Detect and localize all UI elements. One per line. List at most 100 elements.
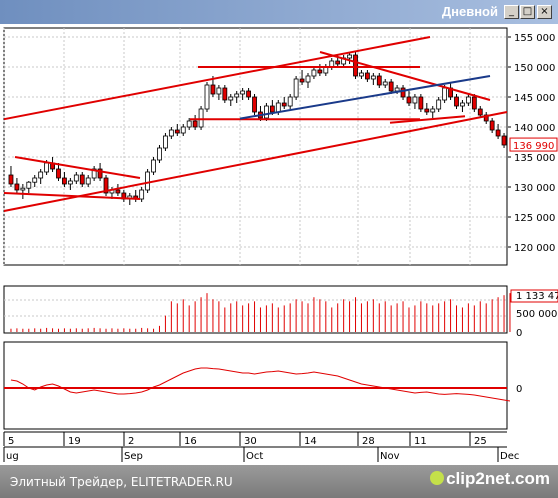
candle-body: [252, 96, 257, 113]
candle-body: [38, 171, 44, 179]
candle-body: [465, 96, 471, 104]
candle-body: [388, 81, 394, 92]
candle-body: [501, 135, 507, 146]
candle-body: [97, 168, 103, 179]
candle-body: [275, 102, 281, 113]
price-pane: [3, 27, 508, 266]
candle-body: [454, 96, 459, 107]
date-tick-label: 5: [8, 436, 14, 447]
candle-body: [246, 90, 251, 98]
candle-body: [489, 120, 495, 131]
candle-body: [145, 171, 151, 191]
maximize-button[interactable]: □: [520, 5, 535, 19]
candle-body: [335, 60, 341, 65]
candle-body: [174, 129, 180, 134]
candle-body: [163, 135, 168, 149]
volume-tick-label: 500 000: [516, 309, 557, 320]
candle-body: [370, 75, 376, 80]
candle-body: [317, 69, 323, 74]
candle-body: [353, 54, 358, 77]
oscillator-pane: [3, 341, 508, 430]
volume-last-box: [510, 289, 558, 303]
candle-body: [32, 177, 38, 183]
price-tick-label: 145 000: [514, 93, 555, 104]
month-label: Oct: [246, 451, 263, 462]
candle-body: [222, 87, 228, 101]
candle-body: [234, 93, 240, 98]
candle-body: [293, 78, 299, 98]
candle-body: [186, 120, 192, 128]
channel-lower-line: [3, 111, 508, 212]
date-tick-label: 19: [68, 436, 81, 447]
price-tick-label: 135 000: [514, 153, 555, 164]
candle-body: [442, 87, 448, 101]
candle-body: [495, 129, 501, 137]
candle-body: [14, 183, 20, 191]
candle-body: [139, 189, 145, 200]
month-label: ug: [6, 451, 19, 462]
candle-body: [376, 75, 382, 86]
price-tick-label: 130 000: [514, 183, 555, 194]
month-label: Nov: [380, 451, 400, 462]
last-price-box: [509, 137, 558, 152]
minimize-button[interactable]: _: [504, 5, 519, 19]
candle-body: [364, 72, 370, 80]
volume-tick-label: 0: [516, 328, 522, 339]
candle-body: [460, 102, 465, 107]
candle-body: [192, 120, 198, 128]
candle-body: [430, 108, 436, 113]
candle-body: [67, 180, 73, 185]
candle-body: [168, 129, 174, 137]
window-title: Дневной: [441, 4, 498, 19]
footer-caption: Элитный Трейдер, ELITETRADER.RU: [10, 475, 233, 489]
candle-body: [62, 177, 67, 185]
candle-body: [424, 108, 430, 113]
candle-body: [483, 114, 489, 122]
candle-body: [198, 108, 204, 128]
candle-body: [210, 84, 216, 95]
date-tick-label: 11: [414, 436, 427, 447]
volume-pane: [3, 285, 508, 334]
date-tick-label: 14: [304, 436, 317, 447]
candle-body: [91, 168, 97, 179]
candle-body: [400, 87, 406, 98]
candle-body: [264, 105, 269, 119]
date-tick-label: 2: [128, 436, 134, 447]
price-tick-label: 155 000: [514, 33, 555, 44]
price-tick-label: 125 000: [514, 213, 555, 224]
triangle-upper-line: [14, 156, 141, 179]
date-tick-label: 16: [184, 436, 197, 447]
candle-body: [471, 96, 477, 110]
last-price-label: 136 990: [513, 141, 554, 152]
close-button[interactable]: ×: [537, 5, 552, 19]
candle-body: [20, 187, 26, 191]
candle-body: [151, 159, 156, 173]
candle-body: [228, 96, 234, 101]
candle-body: [281, 102, 287, 107]
clip2net-logo: clip2net.com: [430, 469, 550, 493]
price-tick-label: 120 000: [514, 243, 555, 254]
candle-body: [382, 81, 388, 86]
chart-svg[interactable]: 155 000 150 000 145 000 140 000 135 000 130 0…: [0, 24, 558, 465]
price-tick-label: 140 000: [514, 123, 555, 134]
candle-body: [359, 72, 364, 77]
channel-upper-line: [3, 36, 431, 121]
candle-body: [44, 162, 50, 173]
candle-body: [103, 177, 109, 194]
candle-body: [436, 99, 442, 110]
candle-body: [85, 177, 91, 185]
blue-trend-line: [239, 75, 491, 120]
descending-trend-line: [319, 51, 491, 101]
candle-body: [287, 96, 293, 107]
chart-area[interactable]: 155 000 150 000 145 000 140 000 135 000 130 0…: [0, 24, 558, 465]
candle-body: [240, 90, 246, 95]
month-label: Sep: [124, 451, 143, 462]
candle-body: [311, 69, 317, 77]
candle-body: [477, 108, 483, 116]
price-tick-label: 150 000: [514, 63, 555, 74]
volume-last-label: 1 133 47: [516, 291, 558, 302]
candle-body: [412, 96, 418, 104]
candle-body: [73, 174, 79, 182]
date-tick-label: 30: [244, 436, 257, 447]
candle-body: [216, 87, 222, 95]
